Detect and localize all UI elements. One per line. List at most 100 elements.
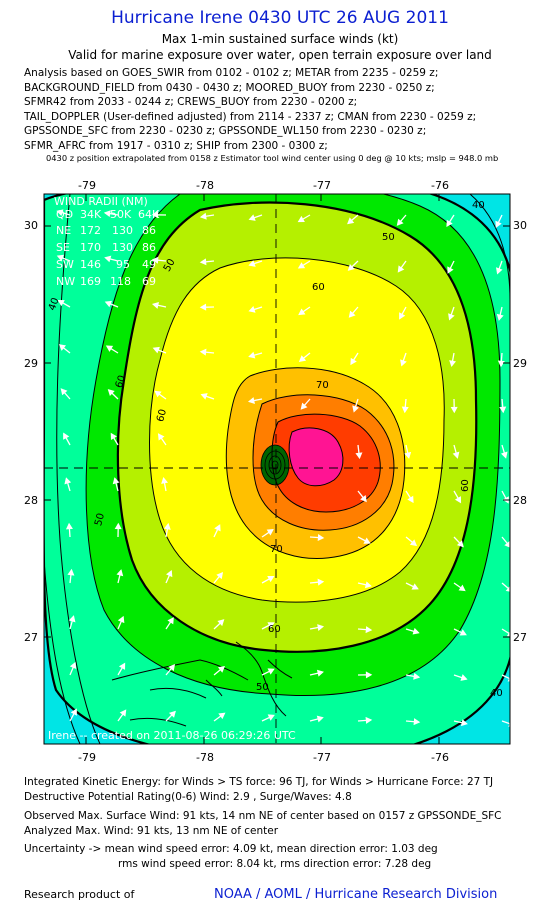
subtitle-exposure: Valid for marine exposure over water, op… (68, 48, 492, 62)
wind-arrow-head (247, 397, 255, 404)
lon-tick-label: -77 (313, 179, 331, 192)
wind-radii-row: SE 170 130 86 (56, 241, 156, 254)
wind-arrow-head (266, 529, 274, 536)
subtitle-winds: Max 1-min sustained surface winds (kt) (161, 32, 399, 46)
wind-arrow-head (248, 306, 256, 313)
wind-arrow-head (495, 220, 502, 228)
contour-label: 60 (268, 624, 281, 635)
uncertainty-line-1: Uncertainty -> mean wind speed error: 4.… (24, 843, 438, 855)
radii-cell: NW (56, 275, 75, 288)
wind-arrow-head (363, 537, 371, 544)
radii-cell: 118 (110, 275, 131, 288)
wind-arrow-head (67, 568, 75, 576)
wind-radii-row: NW 169 118 69 (56, 275, 156, 288)
wind-arrow-head (68, 615, 76, 623)
wind-arrow-head (117, 615, 125, 624)
lon-tick-label: -79 (78, 751, 96, 764)
wind-arrow-head (347, 217, 355, 225)
wind-arrow-head (449, 360, 456, 368)
wind-radii-header: QD 34K 50K 64K (56, 208, 160, 221)
wind-arrow-head (401, 406, 409, 414)
organization-name: NOAA / AOML / Hurricane Research Divisio… (214, 887, 498, 902)
wind-arrow-head (56, 209, 64, 217)
radii-cell: 69 (142, 275, 156, 288)
lat-tick-label: 30 (24, 219, 38, 232)
analysis-line: SFMR42 from 2033 - 0244 z; CREWS_BUOY fr… (24, 96, 358, 108)
wind-arrow-head (217, 619, 225, 627)
wind-arrow-head (112, 477, 120, 485)
wind-arrow (501, 674, 510, 680)
wind-arrow-head (399, 312, 406, 320)
contour-label: 40 (472, 200, 485, 211)
wind-arrow-head (104, 255, 112, 263)
radii-cell: SE (56, 241, 70, 254)
wind-arrow-head (110, 432, 117, 441)
analysis-sources: Analysis based on GOES_SWIR from 0102 - … (24, 66, 554, 153)
credit-line: Irene -- created on 2011-08-26 06:29:26 … (48, 729, 296, 742)
wind-arrow-head (57, 299, 65, 307)
wind-arrow-head (364, 581, 372, 589)
wind-arrow-head (496, 313, 504, 321)
wind-arrow (501, 582, 510, 591)
wind-arrow (501, 720, 510, 725)
contour-label: 50 (256, 682, 269, 693)
wind-arrow (501, 628, 510, 635)
wind-arrow-head (409, 539, 418, 547)
wind-arrow-head (458, 584, 466, 592)
wind-arrow-head (157, 433, 165, 441)
lat-tick-label: 28 (513, 494, 527, 507)
wind-arrow-head (448, 313, 455, 321)
wind-arrow-head (499, 406, 507, 414)
wind-direction-arrows (56, 209, 510, 727)
wind-arrow-head (118, 662, 126, 670)
wind-arrow-head (407, 495, 414, 504)
wind-arrow-head (497, 360, 505, 368)
wind-arrow-head (267, 714, 275, 721)
lon-tick-label: -78 (196, 179, 214, 192)
wind-arrow-head (200, 393, 208, 400)
analyzed-max-line: Analyzed Max. Wind: 91 kts, 13 nm NE of … (24, 825, 279, 837)
wind-arrow-head (297, 262, 306, 269)
plot-frame (43, 193, 511, 745)
lat-tick-label: 28 (24, 494, 38, 507)
contour-field (44, 194, 510, 744)
research-label: Research product of (24, 888, 135, 901)
wind-arrow-head (413, 672, 421, 680)
wind-arrow-head (347, 263, 355, 271)
wind-arrow-head (116, 569, 124, 577)
wind-arrow-head (447, 266, 454, 274)
observed-max-line: Observed Max. Surface Wind: 91 kts, 14 n… (24, 810, 502, 822)
wind-arrow-head (60, 388, 68, 396)
wind-arrow-head (400, 359, 407, 367)
contour-label: 40 (47, 296, 62, 312)
wind-arrow-head (65, 522, 73, 530)
radii-cell: SW (56, 258, 74, 271)
wind-arrow-head (166, 569, 173, 578)
wind-arrow-head (317, 534, 325, 542)
radii-cell: 146 (80, 258, 101, 271)
wind-arrow-head (300, 402, 308, 410)
radii-cell: 86 (142, 224, 156, 237)
radii-cell: 170 (80, 241, 101, 254)
wind-arrow-head (58, 344, 66, 351)
wind-arrow-head (248, 214, 256, 221)
radii-col: QD (56, 208, 73, 221)
wind-arrow-head (404, 451, 412, 459)
wind-arrow-head (500, 451, 508, 459)
wind-arrow-head (199, 348, 207, 356)
lon-tick-label: -79 (78, 179, 96, 192)
wind-arrow-head (199, 258, 207, 266)
lat-tick-label: 30 (513, 219, 527, 232)
contour-label: 60 (155, 408, 169, 423)
wind-arrow-head (317, 578, 325, 586)
eye-contours (260, 444, 290, 486)
contour-label: 50 (382, 232, 395, 243)
wind-arrow-head (452, 451, 460, 459)
lat-tick-label: 29 (513, 357, 527, 370)
lon-tick-label: -76 (431, 179, 449, 192)
radii-col: 64K (138, 208, 160, 221)
wind-arrow-head (104, 300, 113, 308)
wind-arrow-head (214, 524, 221, 532)
contour-label: 40 (490, 688, 503, 699)
wind-arrow-head (411, 583, 419, 590)
